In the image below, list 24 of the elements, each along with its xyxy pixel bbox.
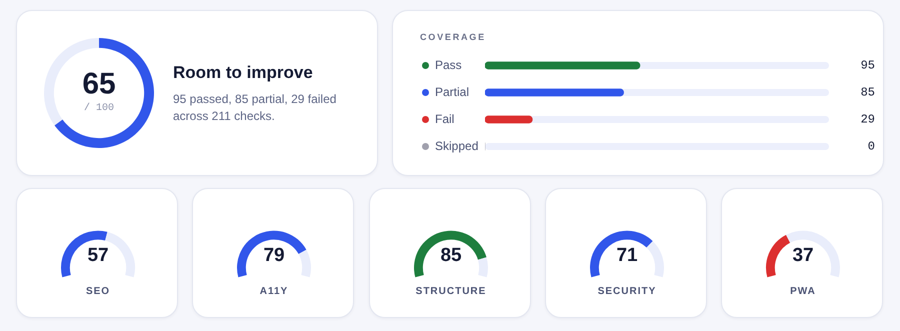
text: 57 (87, 244, 109, 266)
text: 95 passed, 85 partial, 29 failed across 211 checks. (173, 91, 338, 125)
text: 71 (616, 244, 638, 266)
data-label: 85 (860, 86, 875, 100)
text: 37 (792, 244, 814, 266)
text: PWA (789, 286, 817, 297)
y-tick-label: Skipped (435, 138, 478, 153)
text: STRUCTURE (414, 286, 488, 297)
text: A11Y (258, 286, 290, 297)
bar (485, 116, 533, 124)
y-tick-label: Fail (435, 112, 454, 126)
data-label: 95 (860, 58, 875, 73)
y-tick-label: Partial (435, 84, 470, 99)
data-label: 0 (868, 140, 875, 154)
text: 79 (263, 244, 285, 266)
chart-title: COVERAGE (420, 32, 486, 42)
text: SEO (84, 286, 112, 297)
y-tick-label: Pass (435, 58, 462, 72)
text: / 100 (82, 103, 115, 114)
text: Room to improve (173, 63, 313, 83)
data-label: 65 (82, 67, 116, 100)
text: SECURITY (596, 286, 658, 297)
data-label: 29 (860, 112, 875, 127)
text: 85 (440, 244, 462, 266)
